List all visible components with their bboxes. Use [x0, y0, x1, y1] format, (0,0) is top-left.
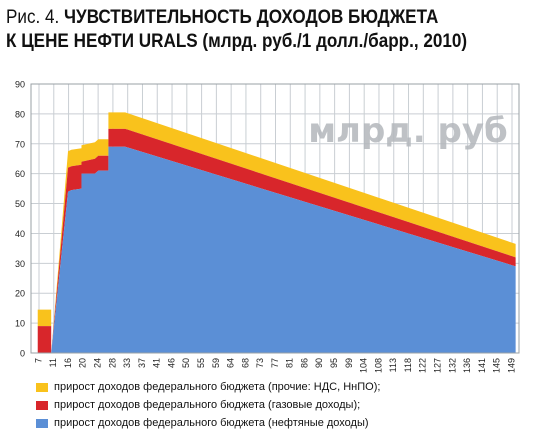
legend-item-other: прирост доходов федерального бюджета (пр…: [36, 378, 380, 396]
x-tick-label: 132: [447, 358, 457, 373]
x-tick-label: 141: [477, 358, 487, 373]
y-tick-label: 20: [15, 289, 25, 299]
x-tick-label: 136: [462, 358, 472, 373]
x-tick-label: 37: [137, 358, 147, 368]
x-tick-label: 28: [107, 358, 117, 368]
figure-label: Рис. 4.: [6, 7, 60, 28]
x-tick-label: 149: [506, 358, 516, 373]
legend-label: прирост доходов федерального бюджета (не…: [54, 417, 369, 429]
x-tick-label: 11: [48, 358, 58, 367]
x-tick-label: 68: [240, 358, 250, 368]
y-tick-label: 60: [15, 169, 25, 179]
x-tick-label: 33: [122, 358, 132, 368]
y-tick-label: 0: [20, 349, 25, 359]
title-line-2: К ЦЕНЕ НЕФТИ URALS (млрд. руб./1 долл./б…: [6, 31, 468, 52]
legend-swatch: [36, 400, 48, 410]
legend-item-gas: прирост доходов федерального бюджета (га…: [36, 396, 380, 414]
y-tick-label: 80: [15, 109, 25, 119]
legend-swatch: [36, 382, 48, 392]
title-text-1: ЧУВСТВИТЕЛЬНОСТЬ ДОХОДОВ БЮДЖЕТА: [64, 7, 439, 28]
x-tick-label: 41: [152, 358, 162, 368]
x-tick-label: 95: [329, 358, 339, 368]
x-tick-label: 77: [270, 358, 280, 368]
x-tick-label: 127: [432, 358, 442, 373]
x-tick-label: 104: [359, 358, 369, 373]
y-tick-label: 50: [15, 199, 25, 209]
y-tick-label: 30: [15, 259, 25, 269]
x-tick-label: 118: [403, 358, 413, 372]
x-tick-label: 50: [181, 358, 191, 368]
y-tick-label: 40: [15, 229, 25, 239]
x-tick-label: 7: [33, 358, 43, 363]
legend-item-oil: прирост доходов федерального бюджета (не…: [36, 414, 380, 432]
title-line-1: Рис. 4. ЧУВСТВИТЕЛЬНОСТЬ ДОХОДОВ БЮДЖЕТА: [6, 6, 479, 30]
legend-label: прирост доходов федерального бюджета (га…: [54, 399, 361, 411]
x-tick-label: 59: [211, 358, 221, 368]
x-tick-label: 24: [93, 358, 103, 368]
x-tick-label: 46: [166, 358, 176, 368]
x-tick-label: 55: [196, 358, 206, 368]
x-tick-label: 90: [314, 358, 324, 368]
y-tick-label: 70: [15, 139, 25, 149]
x-tick-label: 113: [388, 358, 398, 372]
x-tick-label: 86: [299, 358, 309, 368]
legend-label: прирост доходов федерального бюджета (пр…: [54, 381, 381, 393]
x-tick-label: 81: [285, 358, 295, 368]
chart-title: Рис. 4. ЧУВСТВИТЕЛЬНОСТЬ ДОХОДОВ БЮДЖЕТА…: [6, 6, 531, 54]
x-tick-label: 99: [344, 358, 354, 368]
y-tick-label: 90: [15, 80, 25, 90]
x-tick-label: 20: [78, 358, 88, 368]
series-area-oil: [37, 146, 516, 353]
plot-frame: [30, 83, 520, 354]
x-tick-label: 73: [255, 358, 265, 368]
x-tick-label: 122: [418, 358, 428, 373]
legend: прирост доходов федерального бюджета (пр…: [36, 378, 380, 432]
x-tick-label: 16: [63, 358, 73, 368]
x-tick-label: 108: [373, 358, 383, 373]
x-tick-label: 145: [492, 358, 502, 373]
y-tick-label: 10: [15, 319, 25, 329]
watermark-text: млрд. руб: [308, 111, 507, 151]
x-tick-label: 64: [226, 358, 236, 368]
legend-swatch: [36, 418, 48, 428]
